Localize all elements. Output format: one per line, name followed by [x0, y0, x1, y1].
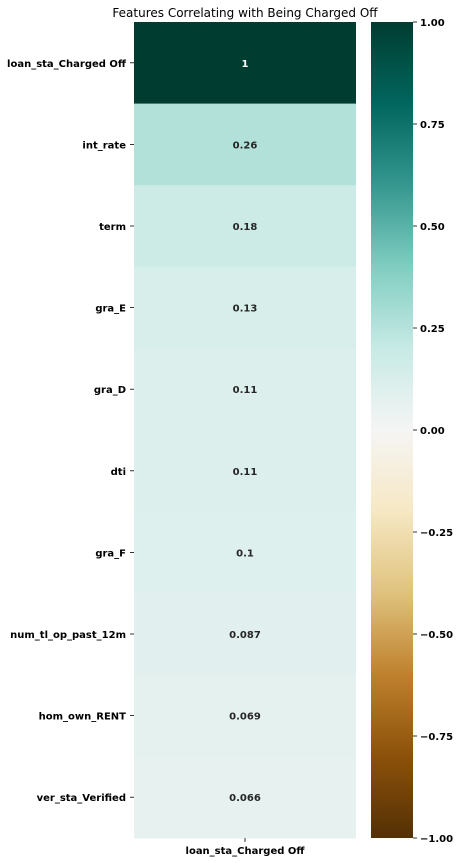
- colorbar-tick-label: −0.75: [420, 732, 453, 743]
- row-label: term: [99, 222, 126, 233]
- cell-value-label: 1: [242, 59, 249, 70]
- colorbar-tick-label: 0.25: [420, 324, 445, 335]
- cell-value-label: 0.11: [233, 467, 258, 478]
- colorbar-tick-label: −1.00: [420, 834, 453, 845]
- cell-value-label: 0.11: [233, 385, 258, 396]
- cell-value-label: 0.13: [233, 304, 258, 315]
- heatmap-cell: [134, 511, 356, 594]
- column-label: loan_sta_Charged Off: [186, 846, 306, 857]
- cell-value-label: 0.26: [233, 140, 258, 151]
- heatmap-cell: [134, 266, 356, 349]
- heatmap-cell: [134, 348, 356, 431]
- heatmap-cell: [134, 185, 356, 268]
- cell-value-label: 0.066: [229, 793, 261, 804]
- colorbar-tick-label: 0.75: [420, 120, 445, 131]
- cell-value-label: 0.087: [229, 630, 261, 641]
- row-label: gra_F: [95, 548, 126, 559]
- row-label: hom_own_RENT: [39, 712, 127, 723]
- cell-value-label: 0.18: [233, 222, 258, 233]
- colorbar-ticks: 1.00 0.75 0.50 0.25 0.00 −0.25 −0.50 −0.75 −1.00: [413, 18, 453, 845]
- colorbar: [371, 22, 413, 838]
- colorbar-tick-label: −0.25: [420, 528, 453, 539]
- cell-value-label: 0.069: [229, 712, 261, 723]
- colorbar-tick-label: −0.50: [420, 630, 453, 641]
- row-label: ver_sta_Verified: [37, 793, 126, 804]
- heatmap-cell: [134, 103, 356, 186]
- chart-title: Features Correlating with Being Charged …: [112, 6, 378, 20]
- heatmap-cell: [134, 22, 356, 105]
- row-label: dti: [111, 467, 126, 478]
- row-label: gra_E: [95, 304, 126, 315]
- row-label: loan_sta_Charged Off: [7, 59, 127, 70]
- row-label: num_tl_op_past_12m: [10, 630, 126, 641]
- colorbar-tick-label: 0.50: [420, 222, 445, 233]
- heatmap-cell: [134, 674, 356, 757]
- heatmap-cell: [134, 756, 356, 839]
- heatmap-cell: [134, 593, 356, 676]
- row-label: gra_D: [94, 385, 126, 396]
- colorbar-tick-label: 0.00: [420, 426, 445, 437]
- heatmap-cell: [134, 430, 356, 513]
- row-label: int_rate: [82, 140, 126, 151]
- colorbar-tick-label: 1.00: [420, 18, 445, 29]
- heatmap-cells: 1 0.26 0.18 0.13 0.11 0.11 0.1 0.087 0.069 0.066: [134, 22, 356, 839]
- cell-value-label: 0.1: [236, 548, 254, 559]
